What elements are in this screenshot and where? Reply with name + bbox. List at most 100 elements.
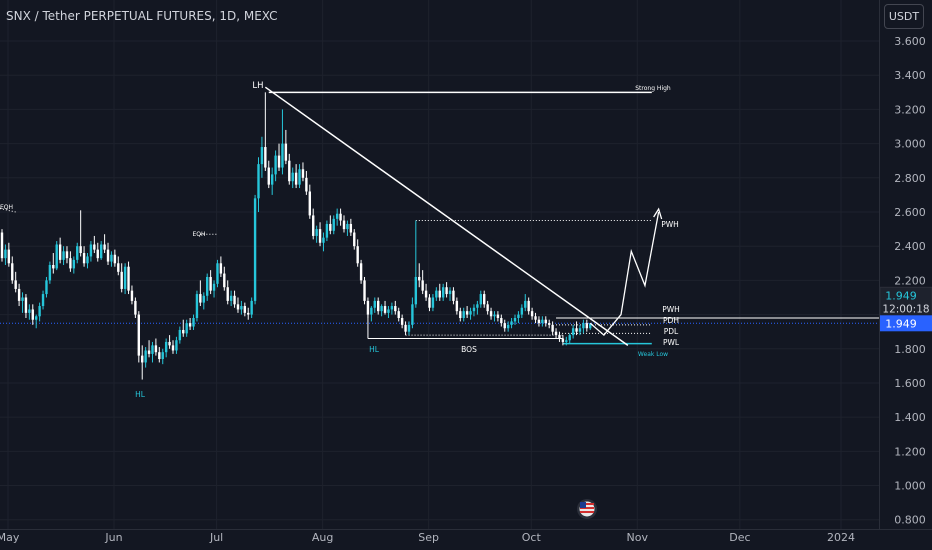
candle bbox=[52, 253, 55, 274]
candle-body bbox=[93, 244, 96, 250]
candle-body bbox=[332, 218, 335, 231]
candle-body bbox=[486, 304, 489, 312]
candle-body bbox=[0, 232, 4, 259]
candle bbox=[489, 307, 493, 320]
y-tick-label: 2.600 bbox=[894, 206, 926, 219]
candle-body bbox=[178, 329, 182, 341]
candle-body bbox=[141, 355, 144, 363]
candle-body bbox=[195, 294, 199, 318]
news-icon[interactable] bbox=[577, 499, 597, 519]
candle bbox=[182, 319, 185, 337]
candle bbox=[486, 300, 489, 315]
candle bbox=[476, 300, 479, 315]
candle bbox=[455, 297, 459, 315]
projection-arrowhead[interactable] bbox=[653, 207, 663, 220]
candle-body bbox=[558, 335, 561, 339]
candle-body bbox=[544, 319, 547, 324]
candle-body bbox=[147, 350, 151, 354]
y-tick-label: 1.200 bbox=[894, 445, 926, 458]
candle bbox=[452, 287, 455, 305]
candle-body bbox=[383, 306, 387, 313]
candle bbox=[493, 311, 496, 322]
candle-body bbox=[339, 213, 342, 221]
y-tick-label: 2.800 bbox=[894, 172, 926, 185]
candle bbox=[24, 294, 28, 318]
candle-body bbox=[397, 311, 400, 318]
candle-body bbox=[465, 311, 469, 315]
x-tick-label: Sep bbox=[418, 531, 439, 544]
candle-body bbox=[137, 314, 140, 356]
candle bbox=[548, 319, 551, 329]
candle-body bbox=[404, 324, 407, 332]
candle-body bbox=[428, 297, 431, 308]
candle bbox=[45, 276, 48, 298]
candle bbox=[270, 167, 274, 195]
candle bbox=[35, 314, 38, 329]
label-bos: BOS bbox=[461, 345, 477, 354]
candle bbox=[411, 297, 414, 329]
candle-body bbox=[28, 309, 31, 313]
candle bbox=[428, 294, 431, 312]
candle-body bbox=[414, 276, 418, 305]
candle bbox=[418, 263, 421, 288]
candle bbox=[226, 280, 229, 305]
y-tick-label: 1.400 bbox=[894, 411, 926, 424]
candle-body bbox=[270, 174, 274, 185]
candle bbox=[151, 341, 154, 363]
currency-button[interactable]: USDT bbox=[884, 4, 924, 29]
candle bbox=[130, 285, 134, 305]
candle bbox=[565, 336, 568, 346]
candle-body bbox=[565, 340, 568, 342]
candle bbox=[65, 246, 69, 264]
candle bbox=[441, 283, 445, 301]
candle-body bbox=[209, 276, 212, 291]
candle bbox=[106, 242, 110, 265]
candle-body bbox=[7, 249, 11, 264]
candle-body bbox=[459, 311, 462, 318]
candle bbox=[195, 290, 199, 322]
descending-trendline[interactable] bbox=[264, 86, 629, 346]
candle-body bbox=[342, 220, 346, 230]
candle-body bbox=[305, 177, 308, 192]
price-axis[interactable]: 3.600 3.400 3.200 3.000 2.800 2.600 2.400 2.200… bbox=[894, 35, 926, 527]
candle-body bbox=[223, 273, 226, 288]
candle-body bbox=[301, 169, 305, 178]
candle-body bbox=[14, 280, 17, 289]
candle bbox=[243, 302, 247, 317]
candle bbox=[568, 333, 571, 344]
candle bbox=[240, 300, 243, 315]
candle-body bbox=[199, 294, 202, 303]
drawings[interactable] bbox=[264, 86, 663, 346]
candle bbox=[349, 218, 353, 236]
candle-body bbox=[513, 318, 517, 322]
projection-path[interactable] bbox=[589, 211, 660, 337]
candle-body bbox=[582, 323, 585, 329]
candle-body bbox=[281, 143, 284, 168]
candle-body bbox=[72, 259, 76, 269]
label-weak_low: Weak Low bbox=[638, 351, 668, 358]
candle-body bbox=[11, 263, 14, 281]
x-tick-label: 2024 bbox=[827, 531, 855, 544]
candle bbox=[496, 311, 500, 322]
time-axis[interactable]: May Jun Jul Aug Sep Oct Nov Dec 2024 bbox=[0, 531, 855, 544]
candle-body bbox=[267, 167, 270, 185]
candle bbox=[257, 157, 260, 212]
candle-body bbox=[524, 300, 527, 308]
candle-body bbox=[452, 290, 455, 301]
candle-body bbox=[253, 198, 257, 301]
candle-body bbox=[24, 297, 28, 313]
candle-body bbox=[349, 223, 353, 233]
candle-body bbox=[52, 265, 55, 269]
candle-body bbox=[322, 237, 325, 243]
candle-body bbox=[185, 323, 188, 334]
candle-body bbox=[117, 263, 120, 272]
current-price-tag bbox=[880, 315, 932, 332]
candle bbox=[551, 321, 554, 336]
candle-body bbox=[356, 246, 359, 264]
candle bbox=[21, 292, 24, 313]
candle-body bbox=[418, 276, 421, 281]
candle-body bbox=[38, 306, 41, 317]
candle-body bbox=[216, 263, 219, 284]
